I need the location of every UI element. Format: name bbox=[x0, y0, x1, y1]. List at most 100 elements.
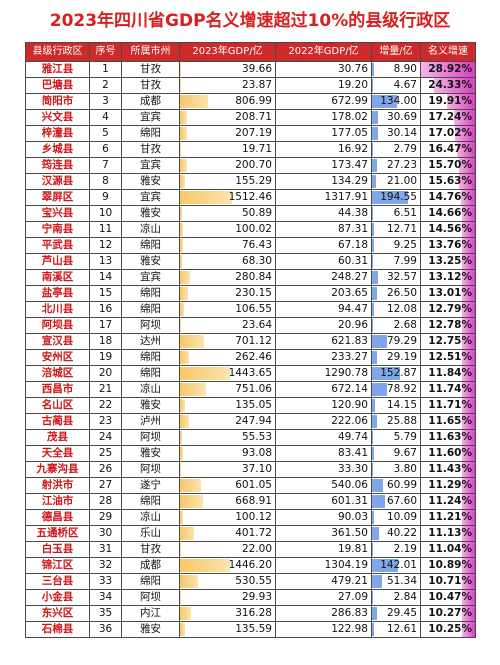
table-row: 白玉县 31 甘孜 22.00 19.81 2.19 11.04% bbox=[25, 541, 476, 558]
gdp-2023-cell: 262.46 bbox=[179, 349, 276, 366]
increment-cell-value: 2.84 bbox=[393, 591, 417, 603]
gdp-2023-cell: 22.00 bbox=[179, 541, 276, 558]
county-cell: 北川县 bbox=[25, 301, 90, 318]
county-cell: 名山区 bbox=[25, 397, 90, 414]
gdp-2023-cell: 401.72 bbox=[179, 525, 276, 542]
gdp-2022-cell-value: 83.41 bbox=[337, 447, 368, 459]
rank-cell: 17 bbox=[89, 317, 122, 334]
gdp-2023-cell-value: 200.70 bbox=[235, 159, 272, 171]
gdp-2022-cell-value: 33.30 bbox=[337, 463, 368, 475]
county-cell: 盐亭县 bbox=[25, 285, 90, 302]
city-cell: 绵阳 bbox=[121, 493, 180, 510]
county-cell: 德昌县 bbox=[25, 509, 90, 526]
county-cell: 筠连县 bbox=[25, 157, 90, 174]
gdp-2022-cell-value: 1290.78 bbox=[324, 367, 368, 379]
gdp-2023-cell-bar bbox=[180, 607, 191, 620]
gdp-2022-cell-value: 49.74 bbox=[337, 431, 368, 443]
growth-rate-value: 15.63% bbox=[428, 175, 472, 187]
gdp-2022-cell-value: 203.65 bbox=[331, 287, 368, 299]
city-cell: 内江 bbox=[121, 605, 180, 622]
table-row: 射洪市 27 遂宁 601.05 540.06 60.99 11.29% bbox=[25, 477, 476, 494]
gdp-2022-cell-value: 173.47 bbox=[331, 159, 368, 171]
county-cell: 东兴区 bbox=[25, 605, 90, 622]
increment-cell-value: 4.67 bbox=[393, 79, 417, 91]
table-row: 筠连县 7 宜宾 200.70 173.47 27.23 15.70% bbox=[25, 157, 476, 174]
growth-rate-cell: 11.71% bbox=[420, 397, 476, 414]
increment-cell-value: 29.19 bbox=[386, 351, 417, 363]
growth-rate-value: 10.27% bbox=[428, 607, 472, 619]
increment-cell: 134.00 bbox=[371, 93, 421, 110]
increment-cell-bar bbox=[372, 223, 375, 236]
increment-cell-value: 14.15 bbox=[386, 399, 417, 411]
county-cell: 宣汉县 bbox=[25, 333, 90, 350]
rank-cell: 14 bbox=[89, 269, 122, 286]
county-cell: 南溪区 bbox=[25, 269, 90, 286]
growth-rate-value: 11.29% bbox=[428, 479, 472, 491]
gdp-2022-cell-value: 479.21 bbox=[331, 575, 368, 587]
city-cell: 阿坝 bbox=[121, 461, 180, 478]
increment-cell-value: 78.92 bbox=[386, 383, 417, 395]
gdp-2023-cell-value: 208.71 bbox=[235, 111, 272, 123]
gdp-2023-cell-value: 93.08 bbox=[241, 447, 272, 459]
growth-rate-value: 14.56% bbox=[428, 223, 472, 235]
gdp-2022-cell: 1317.91 bbox=[275, 189, 372, 206]
county-cell: 九寨沟县 bbox=[25, 461, 90, 478]
rank-cell: 16 bbox=[89, 301, 122, 318]
growth-rate-value: 11.24% bbox=[428, 495, 472, 507]
rank-cell: 33 bbox=[89, 573, 122, 590]
gdp-2023-cell-bar bbox=[180, 95, 208, 108]
county-cell: 天全县 bbox=[25, 445, 90, 462]
gdp-2023-cell: 135.59 bbox=[179, 621, 276, 638]
growth-rate-value: 11.43% bbox=[428, 463, 472, 475]
growth-rate-cell: 12.51% bbox=[420, 349, 476, 366]
gdp-2023-cell-value: 230.15 bbox=[235, 287, 272, 299]
county-cell: 雅江县 bbox=[25, 61, 90, 78]
gdp-2023-cell: 68.30 bbox=[179, 253, 276, 270]
table-row: 石棉县 36 雅安 135.59 122.98 12.61 10.25% bbox=[25, 621, 476, 638]
city-cell: 凉山 bbox=[121, 221, 180, 238]
increment-cell: 152.87 bbox=[371, 365, 421, 382]
gdp-2023-cell-value: 29.93 bbox=[241, 591, 272, 603]
growth-rate-cell: 12.78% bbox=[420, 317, 476, 334]
gdp-2022-cell: 177.05 bbox=[275, 125, 372, 142]
increment-cell-value: 32.57 bbox=[386, 271, 417, 283]
growth-rate-cell: 12.79% bbox=[420, 301, 476, 318]
gdp-2022-cell: 203.65 bbox=[275, 285, 372, 302]
city-cell: 凉山 bbox=[121, 381, 180, 398]
gdp-2023-cell: 200.70 bbox=[179, 157, 276, 174]
gdp-2022-cell-value: 120.90 bbox=[331, 399, 368, 411]
growth-rate-bar bbox=[458, 158, 475, 173]
city-cell: 雅安 bbox=[121, 173, 180, 190]
increment-cell-bar bbox=[372, 127, 378, 140]
rank-cell: 8 bbox=[89, 173, 122, 190]
gdp-2023-cell: 19.71 bbox=[179, 141, 276, 158]
increment-cell-value: 40.22 bbox=[386, 527, 417, 539]
growth-rate-value: 11.63% bbox=[428, 431, 472, 443]
table-row: 涪城区 20 绵阳 1443.65 1290.78 152.87 11.84% bbox=[25, 365, 476, 382]
gdp-2023-cell-bar bbox=[180, 479, 201, 492]
growth-rate-cell: 13.25% bbox=[420, 253, 476, 270]
table-row: 五通桥区 30 乐山 401.72 361.50 40.22 11.13% bbox=[25, 525, 476, 542]
gdp-2023-cell-bar bbox=[180, 303, 184, 316]
city-cell: 雅安 bbox=[121, 253, 180, 270]
city-cell: 宜宾 bbox=[121, 109, 180, 126]
gdp-2022-cell-value: 19.20 bbox=[337, 79, 368, 91]
increment-cell-value: 194.55 bbox=[380, 191, 417, 203]
gdp-2023-cell-bar bbox=[180, 623, 185, 636]
county-cell: 芦山县 bbox=[25, 253, 90, 270]
rank-cell: 10 bbox=[89, 205, 122, 222]
city-cell: 成都 bbox=[121, 93, 180, 110]
gdp-2022-cell: 1290.78 bbox=[275, 365, 372, 382]
county-cell: 江油市 bbox=[25, 493, 90, 510]
table-row: 翠屏区 9 宜宾 1512.46 1317.91 194.55 14.76% bbox=[25, 189, 476, 206]
gdp-2023-cell-bar bbox=[180, 255, 183, 268]
gdp-2023-cell-value: 1446.20 bbox=[228, 559, 272, 571]
gdp-2023-cell: 316.28 bbox=[179, 605, 276, 622]
gdp-2022-cell: 60.31 bbox=[275, 253, 372, 270]
increment-cell: 6.51 bbox=[371, 205, 421, 222]
gdp-2023-cell: 135.05 bbox=[179, 397, 276, 414]
gdp-2022-cell-value: 672.99 bbox=[331, 95, 368, 107]
rank-cell: 4 bbox=[89, 109, 122, 126]
gdp-2022-cell: 49.74 bbox=[275, 429, 372, 446]
growth-rate-bar bbox=[461, 478, 475, 493]
